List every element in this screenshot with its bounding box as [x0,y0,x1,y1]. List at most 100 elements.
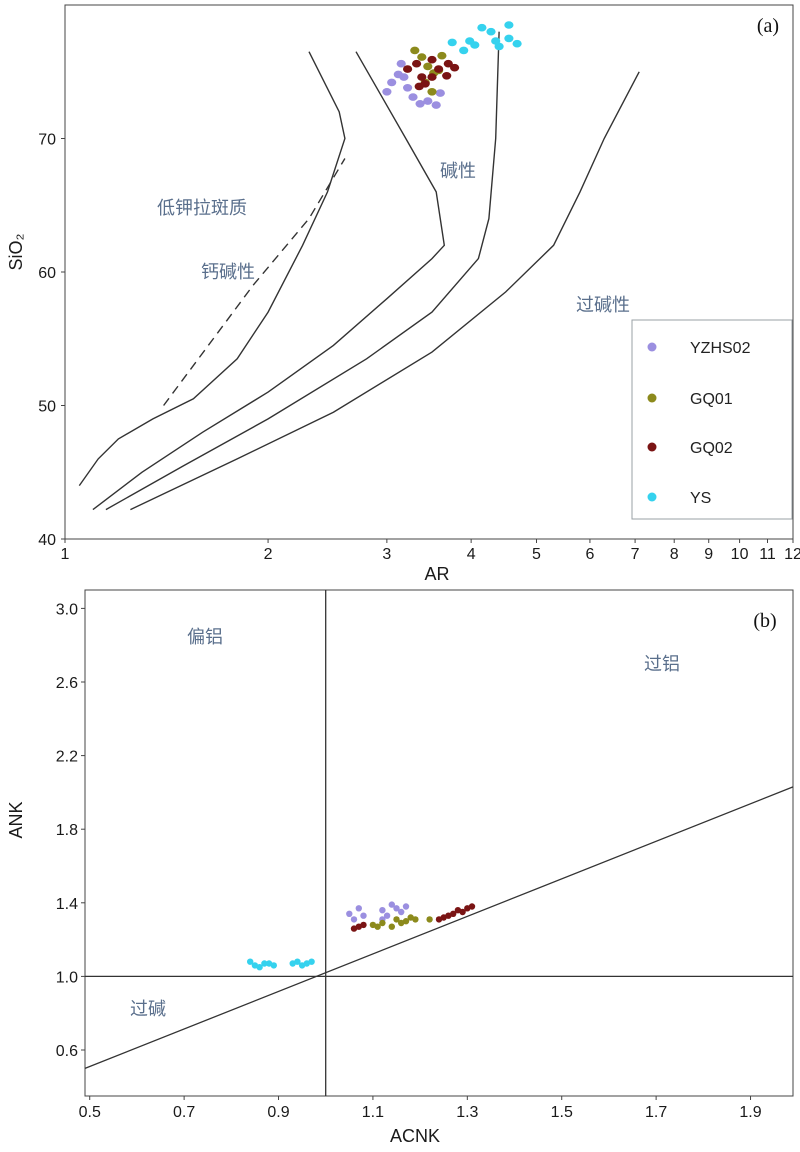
legend-marker-gq01 [647,393,657,403]
legend-label-yzhs02: YZHS02 [690,340,751,357]
panel-b-reference-lines [84,590,794,1096]
y-tick-label: 1.8 [56,822,78,839]
y-tick-label: 0.6 [56,1043,78,1060]
legend-marker-ys [647,492,657,502]
region-metaluminous: 偏铝 [187,627,223,648]
x-tick-label: 1.3 [456,1104,478,1121]
point-gq02 [412,59,422,68]
point-gq01 [417,53,427,61]
point-ys [477,23,487,32]
point-gq02 [434,65,444,73]
point-gq01 [374,923,381,930]
legend-label-ys: YS [690,490,711,507]
point-ys [303,960,310,967]
region-peraluminous: 过铝 [644,654,680,675]
x-tick-label: 8 [670,546,679,563]
point-gq02 [442,72,452,80]
point-yzhs02 [431,101,441,109]
point-yzhs02 [355,905,362,912]
boundary-curve-5 [130,71,640,511]
point-gq02 [450,63,460,72]
x-tick-label: 1.7 [645,1104,667,1121]
legend-box [631,319,793,520]
panel-a-x-ticks: 1 2 3 4 5 6 7 8 9 10 11 12 [61,539,800,563]
point-yzhs02 [379,907,386,914]
point-ys [265,960,273,967]
region-low-k-tholeiite: 低钾拉斑质 [157,198,247,219]
panel-b-label: (b) [753,610,776,632]
panel-a-y-ticks: 40 50 60 70 [38,132,65,549]
series-gq02 [403,55,460,91]
series-yzhs02 [346,901,410,923]
boundary-curve-3 [92,51,446,511]
y-tick-label: 70 [38,132,56,149]
point-gq01 [393,916,400,923]
point-ys [294,958,301,965]
point-yzhs02 [398,908,405,916]
point-gq02 [427,73,437,81]
legend-entry-yzhs02: YZHS02 [647,340,751,357]
point-gq01 [423,62,433,71]
x-tick-label: 1 [61,546,70,563]
y-tick-label: 3.0 [56,601,78,618]
point-gq02 [443,59,453,68]
series-ys [447,21,522,55]
panel-a-boundaries [78,31,640,511]
series-yzhs02 [382,59,445,109]
region-alkaline: 碱性 [440,161,476,182]
legend-entry-gq02: GQ02 [647,440,733,457]
x-tick-label: 9 [704,546,713,563]
x-tick-label: 1.5 [551,1104,573,1121]
point-ys [512,39,522,48]
point-gq02 [440,914,447,921]
y-tick-label: 1.4 [56,896,78,913]
legend-label-gq01: GQ01 [690,391,733,408]
panel-a-y-title: SiO₂ [6,233,26,270]
x-tick-label: 4 [467,546,476,563]
legend-entry-ys: YS [647,490,711,507]
point-yzhs02 [393,905,400,912]
point-ys [486,27,496,36]
series-ys [247,958,315,971]
point-ys [494,42,504,51]
point-gq01 [427,88,437,96]
point-yzhs02 [396,59,406,68]
region-peralkaline-b: 过碱 [130,999,166,1020]
point-yzhs02 [399,73,409,81]
boundary-curve-4 [105,31,500,511]
reference-line-3 [84,786,794,1070]
point-ys [459,46,469,55]
region-peralkaline-a: 过碱性 [576,295,630,316]
x-tick-label: 1.9 [739,1104,761,1121]
x-tick-label: 12 [784,546,800,563]
panel-b-frame [84,589,794,1097]
panel-a-label: (a) [757,15,779,37]
point-yzhs02 [346,910,353,917]
point-gq01 [402,918,410,925]
y-tick-label: 40 [38,532,56,549]
panel-b: 0.5 0.7 0.9 1.1 1.3 1.5 1.7 1.9 0.6 1.0 1.4 1.8 2.2… [6,589,794,1146]
series-gq01 [369,914,433,930]
x-tick-label: 7 [631,546,640,563]
boundary-curve-1 [78,51,346,487]
panel-a-points [382,21,522,109]
panel-a-x-title: AR [424,564,449,584]
point-yzhs02 [388,901,395,908]
point-yzhs02 [387,78,397,87]
point-ys [447,38,457,47]
x-tick-label: 5 [532,546,541,563]
panel-b-y-title: ANK [6,801,26,838]
legend-marker-gq02 [647,442,657,452]
point-gq02 [450,910,457,917]
point-ys [504,21,514,29]
point-gq02 [459,908,466,916]
point-gq01 [410,46,420,55]
point-yzhs02 [382,88,392,96]
point-ys [465,37,475,45]
point-yzhs02 [408,93,418,101]
point-gq02 [403,65,413,73]
y-tick-label: 1.0 [56,969,78,986]
x-tick-label: 0.7 [173,1104,195,1121]
